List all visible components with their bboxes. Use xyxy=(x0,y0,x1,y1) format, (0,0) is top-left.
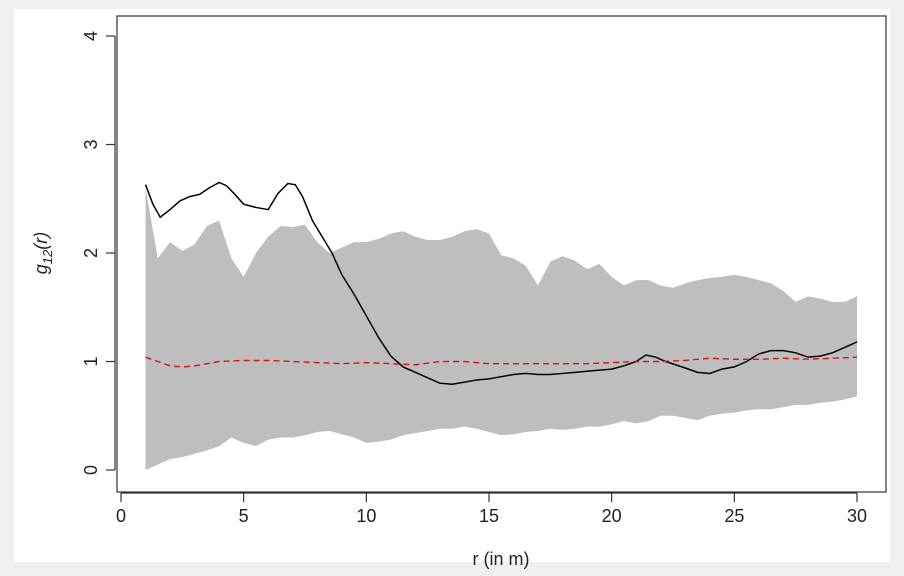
y-tick-label: 2 xyxy=(81,248,101,258)
x-tick-label: 10 xyxy=(356,506,376,526)
y-axis-label-subscript: 12 xyxy=(40,249,55,264)
plot-layer xyxy=(144,181,858,470)
x-tick-label: 20 xyxy=(602,506,622,526)
x-tick-label: 25 xyxy=(724,506,744,526)
x-tick-label: 15 xyxy=(479,506,499,526)
y-axis-label-base: g xyxy=(31,264,51,274)
x-tick-label: 0 xyxy=(116,506,126,526)
axes-layer: 0 5 10 15 20 25 30 0 1 2 3 4 xyxy=(81,31,867,526)
plot-frame xyxy=(116,15,887,493)
y-tick-label: 4 xyxy=(81,31,101,41)
y-tick-label: 0 xyxy=(81,465,101,475)
y-tick-label: 1 xyxy=(81,356,101,366)
x-tick-label: 5 xyxy=(239,506,249,526)
series-line-expected xyxy=(145,356,858,368)
series-line-observed xyxy=(144,181,858,386)
y-tick-label: 3 xyxy=(81,139,101,149)
x-tick-label: 30 xyxy=(847,506,867,526)
y-axis-label: g12(r) xyxy=(31,232,55,274)
x-axis-label: r (in m) xyxy=(473,549,530,569)
simulation-envelope xyxy=(145,187,858,470)
y-axis-label-arg: (r) xyxy=(31,232,51,250)
